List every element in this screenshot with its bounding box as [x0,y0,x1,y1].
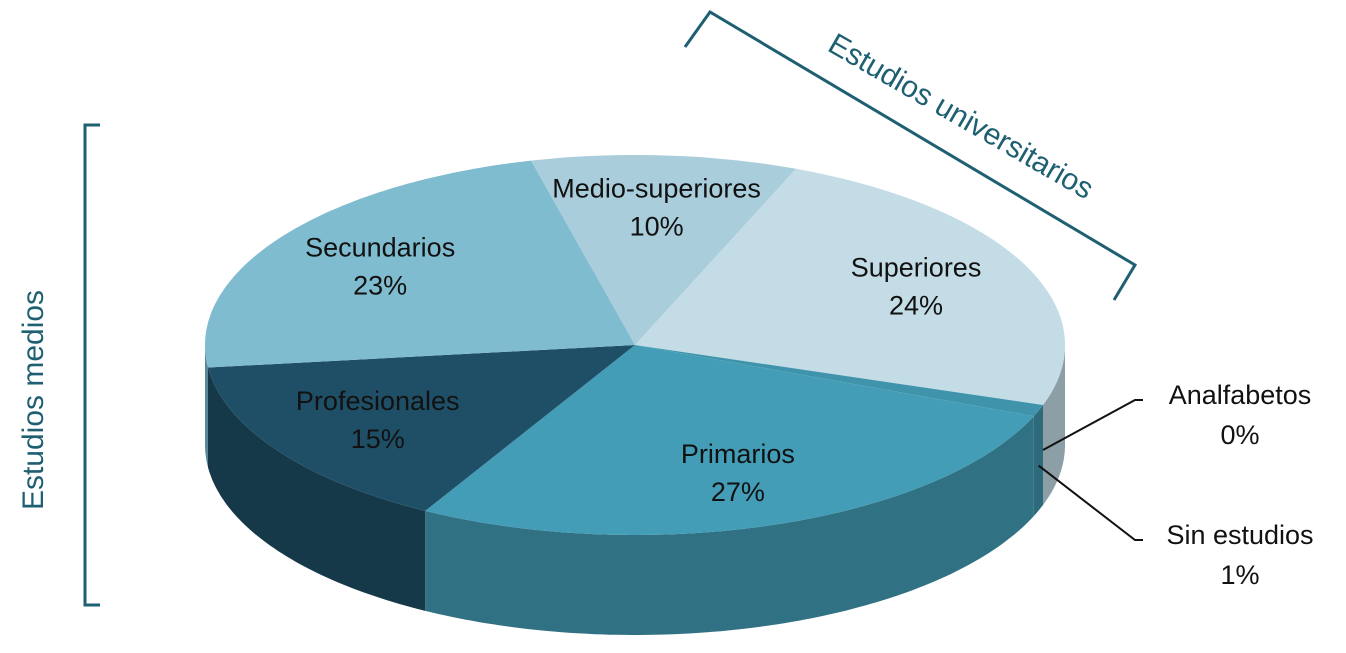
category-label: Primarios [681,439,795,469]
category-label: Profesionales [296,386,460,416]
leader-line [1042,399,1143,451]
slice [531,155,797,345]
value-label: 0% [1220,420,1259,450]
category-label: Superiores [851,253,982,283]
annotation: Estudios medios [17,290,50,510]
bracket-top [683,10,1138,301]
value-label: 24% [889,291,943,321]
slice-side [1033,405,1043,517]
slice [208,345,635,511]
category-label: Sin estudios [1166,520,1313,550]
value-label: 15% [351,424,405,454]
value-label: 23% [353,270,407,300]
tops [205,155,1065,535]
value-label: 27% [711,477,765,507]
slice [205,160,635,368]
leader-line [1037,464,1143,541]
slice [425,345,1034,535]
sides [205,345,1065,635]
slice-side [208,367,426,611]
value-label: 10% [630,212,684,242]
slice [635,168,1065,405]
category-label: Analfabetos [1169,380,1312,410]
labels: Medio-superiores 10% Superiores 24% Analfabe… [296,174,1314,590]
slice [635,345,1043,417]
slice-side [1043,345,1065,505]
category-label: Medio-superiores [552,174,761,204]
bracket-left [83,123,100,607]
value-label: 1% [1220,560,1259,590]
category-label: Secundarios [305,232,455,262]
slice-side [205,345,208,468]
slice-side [425,416,1034,635]
annotation: Estudios universitarios [823,27,1099,206]
